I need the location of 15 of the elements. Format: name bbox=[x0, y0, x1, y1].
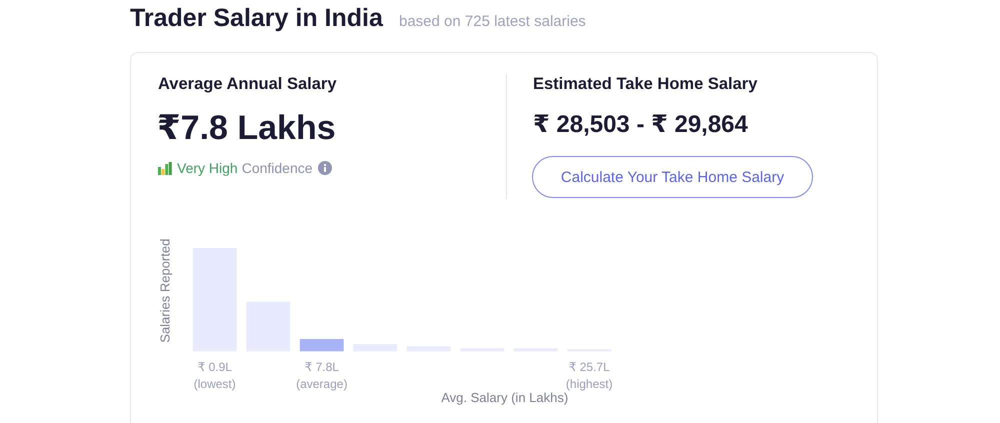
text: Average Annual Salary bbox=[158, 75, 337, 94]
bar bbox=[300, 338, 344, 352]
x-tick-label: ₹ 25.7L (highest) bbox=[566, 360, 613, 391]
x-tick-label: ₹ 0.9L (lowest) bbox=[194, 360, 236, 391]
x-tick-label: ₹ 7.8L (average) bbox=[296, 360, 348, 391]
x-axis-title: Avg. Salary (in Lakhs) bbox=[441, 390, 568, 405]
y-axis-title: Salaries Reported bbox=[158, 238, 173, 343]
text: Very High bbox=[177, 160, 238, 176]
text: Estimated Take Home Salary bbox=[533, 75, 758, 94]
calculate-salary-button[interactable]: Calculate Your Take Home Salary bbox=[532, 156, 813, 198]
text: Confidence bbox=[242, 160, 313, 176]
text: ₹ 28,503 - ₹ 29,864 bbox=[533, 110, 748, 139]
text: ₹7.8 Lakhs bbox=[157, 108, 336, 148]
chart-subtitle: based on 725 latest salaries bbox=[399, 13, 586, 30]
chart-title: Trader Salary in India bbox=[130, 4, 383, 33]
